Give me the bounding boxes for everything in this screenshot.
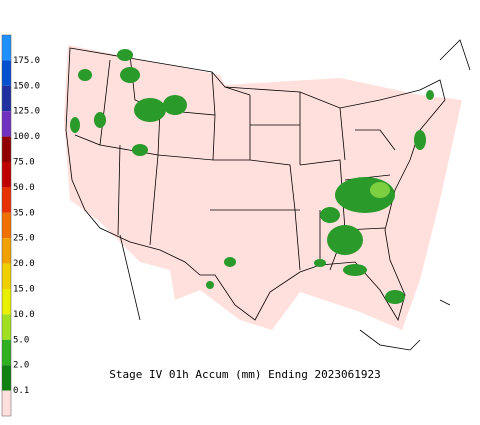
map-title: Stage IV 01h Accum (mm) Ending 202306192…: [109, 368, 381, 381]
rain-area: [163, 95, 187, 115]
rain-area: [426, 90, 434, 100]
rain-area: [414, 130, 426, 150]
rain-area: [320, 207, 340, 223]
rain-area: [314, 259, 326, 267]
legend-label: 35.0: [13, 208, 35, 218]
legend-label: 10.0: [13, 310, 35, 320]
legend-label: 50.0: [13, 183, 35, 193]
legend-frame: [1, 34, 12, 417]
legend-swatch: [2, 60, 11, 86]
legend-label: 2.0: [13, 361, 29, 371]
legend-swatch: [2, 162, 11, 188]
legend-label: 25.0: [13, 234, 35, 244]
rain-area: [327, 225, 363, 255]
rain-area: [132, 144, 148, 156]
us-outline: [65, 47, 446, 322]
legend-swatch: [2, 390, 11, 416]
legend-swatch: [2, 136, 11, 162]
rain-area: [70, 117, 80, 133]
legend-swatch: [2, 263, 11, 289]
legend-swatch: [2, 35, 11, 61]
coast-lines: [119, 39, 471, 351]
legend-label: 125.0: [13, 107, 40, 117]
legend-swatch: [2, 187, 11, 213]
legend-swatch: [2, 339, 11, 366]
legend-label: 75.0: [13, 158, 35, 168]
legend-swatch: [2, 212, 11, 239]
legend-label: 15.0: [13, 285, 35, 295]
rain-area: [134, 98, 166, 122]
legend-label: 0.1: [13, 386, 29, 396]
rain-area: [94, 112, 106, 128]
legend-swatch: [2, 238, 11, 264]
legend-label: 175.0: [13, 56, 40, 66]
rain-area: [370, 182, 390, 198]
rain-area: [120, 67, 140, 83]
legend-swatch: [2, 365, 11, 391]
legend-label: 5.0: [13, 335, 29, 345]
rain-area: [117, 49, 133, 61]
rain-area: [224, 257, 236, 267]
rain-area: [385, 290, 405, 304]
legend-swatch: [2, 85, 11, 112]
legend-label: 100.0: [13, 132, 40, 142]
legend-swatch: [2, 314, 11, 340]
rain-area: [78, 69, 92, 81]
legend-swatch: [2, 111, 11, 137]
rain-area: [206, 281, 214, 289]
legend-label: 20.0: [13, 259, 35, 269]
legend: 175.0 150.0 125.0 100.0 75.0 50.0 35.0 25.0 20.0…: [1, 34, 40, 417]
precipitation: [70, 49, 434, 304]
rain-area: [343, 264, 367, 276]
legend-label: 150.0: [13, 81, 40, 91]
legend-swatch: [2, 289, 11, 315]
